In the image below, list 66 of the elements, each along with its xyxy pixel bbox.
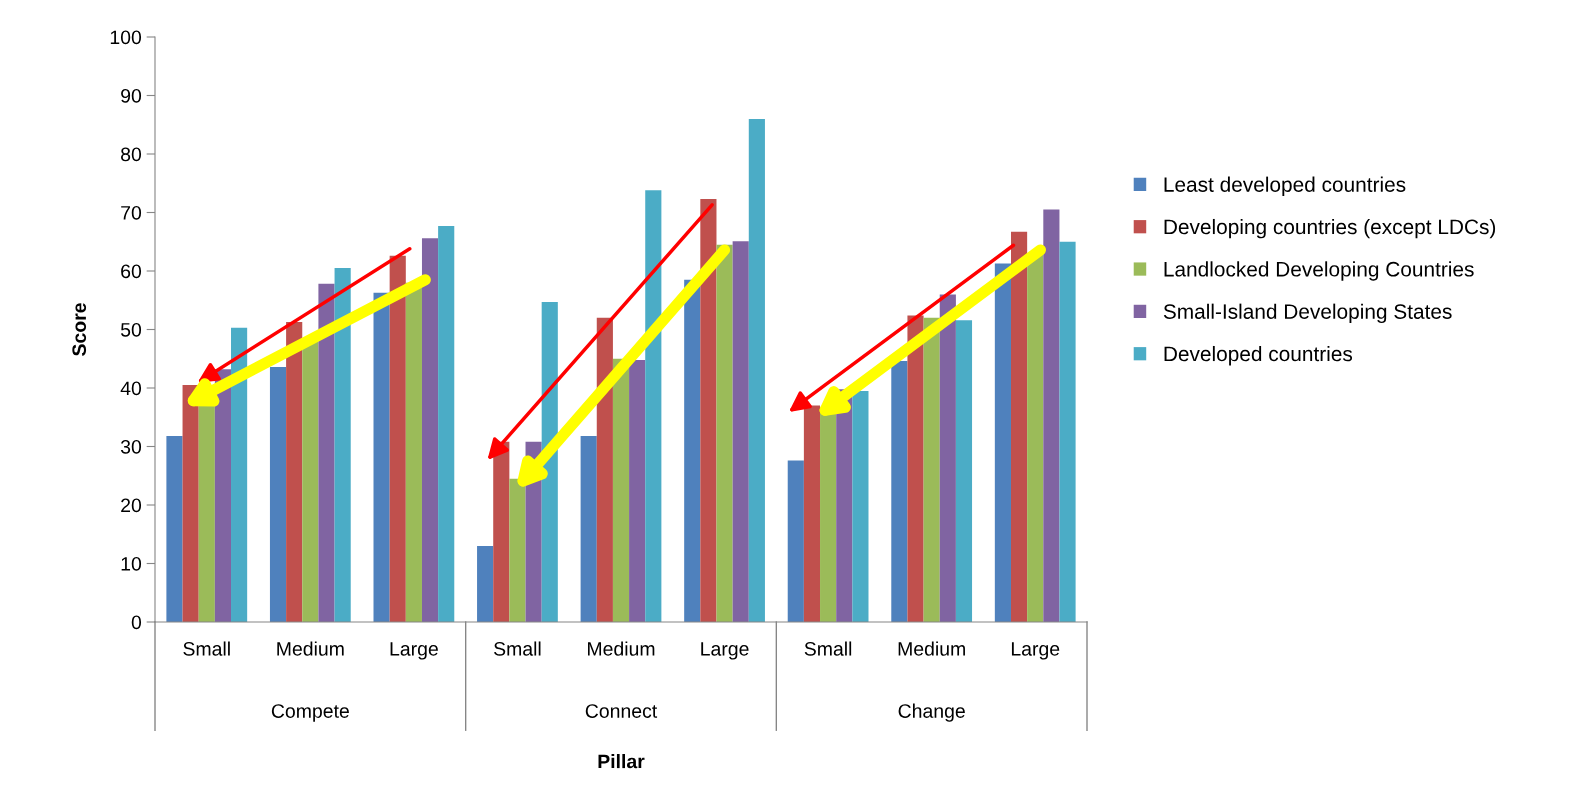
x-tick-label: Large [701, 642, 749, 660]
bar [580, 435, 597, 622]
x-tick-label: Medium [277, 641, 344, 656]
legend-label: Landlocked Developing Countries [1164, 261, 1474, 281]
bar [1027, 253, 1044, 622]
bar [852, 390, 869, 622]
bar [477, 545, 494, 622]
bar [891, 361, 908, 622]
bar [748, 118, 765, 622]
bar [732, 241, 749, 622]
x-tick-label: Small [494, 641, 541, 656]
bar [286, 321, 303, 622]
y-tick-label: 50 [120, 322, 142, 337]
bar [1010, 231, 1028, 622]
bar [907, 315, 924, 622]
bar [596, 317, 613, 622]
bar [334, 268, 351, 622]
y-tick-label: 80 [121, 147, 142, 162]
bar [716, 244, 733, 622]
x-tick-label: Large [390, 642, 438, 660]
bar [373, 292, 390, 622]
bar [389, 255, 406, 622]
x-tick-label: Small [183, 641, 230, 656]
y-tick-label: 90 [121, 88, 142, 103]
bar [421, 238, 439, 622]
bar [541, 302, 558, 622]
bar [787, 460, 804, 622]
y-tick-label: 10 [121, 556, 142, 571]
text: Connect [585, 704, 658, 718]
x-tick-label: Small [804, 641, 852, 656]
x-tick-label: Large [1011, 642, 1060, 660]
bar [1043, 209, 1060, 622]
y-tick-label: 100 [110, 30, 142, 45]
bar [302, 341, 319, 622]
bar [1059, 241, 1076, 622]
legend-label: Small-Island Developing States [1163, 303, 1452, 324]
y-tick-label: 30 [120, 439, 142, 454]
bar [166, 435, 183, 622]
y-tick-label: 60 [121, 264, 142, 279]
bar [629, 359, 646, 622]
bar [939, 294, 956, 622]
text: Compete [271, 704, 349, 722]
bar [955, 320, 973, 622]
y-tick-label: 20 [121, 498, 142, 513]
y-axis-title: Score [72, 303, 87, 356]
x-axis-title: Pillar [598, 754, 645, 769]
y-tick-label: 0 [131, 615, 142, 630]
bar [438, 225, 455, 622]
bar [231, 327, 248, 622]
bar [214, 369, 232, 622]
bar [994, 263, 1011, 622]
bar [684, 279, 701, 622]
legend-label: Developed countries [1164, 345, 1353, 366]
legend-label: Least developed countries [1164, 176, 1406, 197]
text: Change [898, 703, 965, 722]
y-tick-label: 40 [120, 381, 142, 396]
bar [923, 317, 940, 622]
y-tick-label: 70 [121, 205, 142, 220]
bar [645, 190, 662, 622]
x-tick-label: Medium [588, 641, 655, 656]
bar [269, 366, 287, 622]
x-tick-label: Medium [898, 641, 965, 656]
bar [318, 283, 335, 622]
legend-label: Developing countries (except LDCs) [1164, 218, 1496, 239]
bar [700, 199, 717, 622]
bar [612, 358, 630, 622]
